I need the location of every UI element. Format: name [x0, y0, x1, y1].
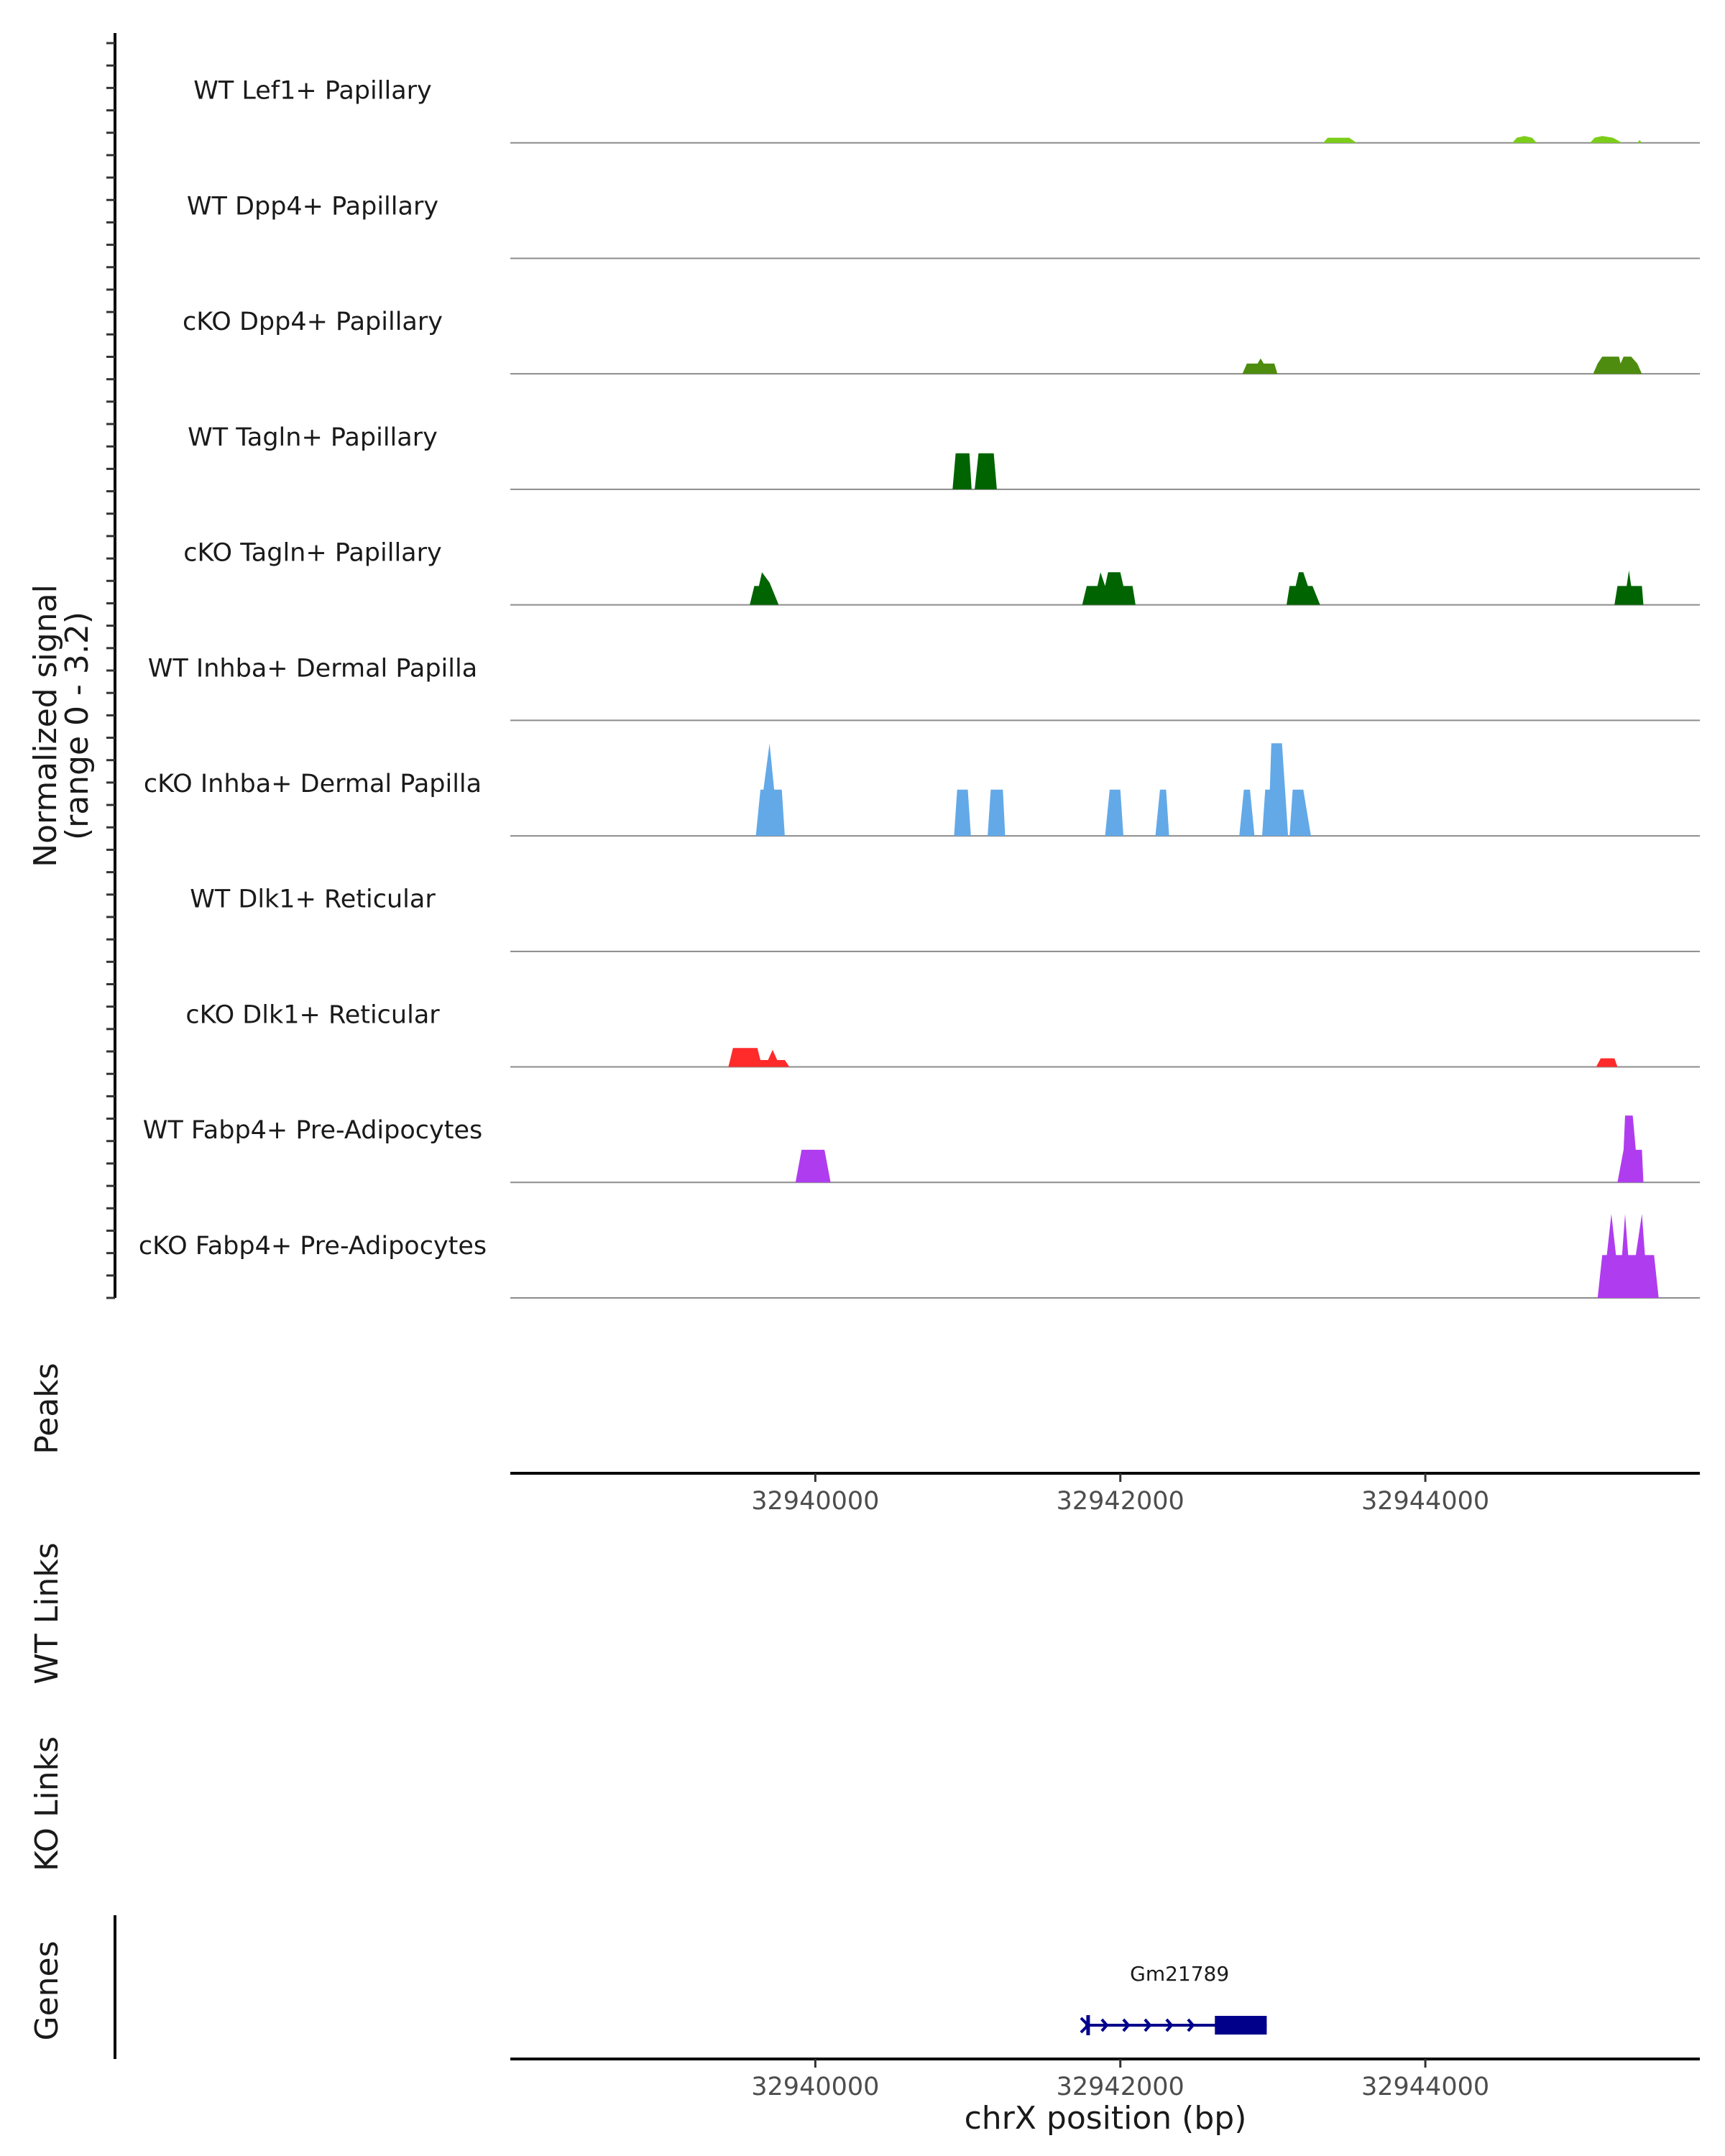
track-label: WT Tagln+ Papillary	[188, 423, 438, 452]
track-label: cKO Dlk1+ Reticular	[185, 1000, 440, 1029]
track-cko-fabp4-pre-adipocytes: cKO Fabp4+ Pre-Adipocytes	[139, 1214, 1700, 1299]
track-label: WT Lef1+ Papillary	[193, 77, 432, 106]
coverage-tracks: WT Lef1+ Papillary WT Dpp4+ Papillary cKO …	[139, 77, 1700, 1299]
gene-strand-chevron	[1122, 2018, 1131, 2032]
y-axis-title-text: Normalized signal	[27, 584, 64, 867]
coverage-area	[952, 453, 997, 489]
track-label: cKO Fabp4+ Pre-Adipocytes	[139, 1232, 487, 1261]
track-wt-tagln-papillary: WT Tagln+ Papillary	[188, 423, 1700, 490]
genes-x-axis: 32940000 32942000 32944000	[510, 2058, 1700, 2101]
track-label: WT Fabp4+ Pre-Adipocytes	[143, 1116, 482, 1145]
track-cko-dpp4-papillary: cKO Dpp4+ Papillary	[183, 308, 1700, 375]
gene-strand-chevron	[1100, 2018, 1109, 2032]
genes-panel: Genes Gm21789	[29, 1915, 1267, 2059]
track-cko-inhba-dermal-papilla: cKO Inhba+ Dermal Papilla	[144, 743, 1700, 837]
x-axis-tick-label: 32944000	[1361, 2073, 1489, 2101]
gene-strand-chevron	[1144, 2018, 1152, 2032]
track-label: WT Dlk1+ Reticular	[190, 885, 436, 914]
x-axis-tick-label: 32940000	[751, 2073, 879, 2101]
gene-name-label: Gm21789	[1130, 1962, 1229, 1986]
track-wt-lef1-papillary: WT Lef1+ Papillary	[193, 77, 1700, 144]
track-wt-dpp4-papillary: WT Dpp4+ Papillary	[187, 192, 1700, 259]
x-axis-tick-label: 32940000	[751, 1487, 879, 1516]
signal-y-axis	[106, 33, 116, 1299]
track-label: cKO Inhba+ Dermal Papilla	[144, 770, 482, 798]
gene-start-arrow	[1080, 2017, 1090, 2034]
panel-title-wt-links: WT Links	[29, 1542, 65, 1684]
coverage-area	[1597, 1214, 1659, 1298]
panel-title-genes: Genes	[29, 1940, 65, 2040]
gene-strand-chevron	[1187, 2018, 1195, 2032]
y-axis-title: Normalized signal (range 0 - 3.2)	[27, 584, 96, 867]
track-label: cKO Dpp4+ Papillary	[183, 308, 443, 336]
coverage-area	[1242, 356, 1642, 374]
track-wt-dlk1-reticular: WT Dlk1+ Reticular	[190, 885, 1700, 952]
track-label: WT Inhba+ Dermal Papilla	[148, 654, 477, 683]
gene-exon-box	[1215, 2016, 1267, 2035]
track-cko-tagln-papillary: cKO Tagln+ Papillary	[183, 539, 1700, 606]
coverage-area	[1105, 136, 1642, 143]
peaks-x-axis: 32940000 32942000 32944000	[510, 1472, 1700, 1516]
x-axis-tick-label: 32944000	[1361, 1487, 1489, 1516]
x-axis-tick-label: 32942000	[1057, 1487, 1184, 1516]
x-axis-title: chrX position (bp)	[965, 2100, 1247, 2137]
track-label: cKO Tagln+ Papillary	[183, 539, 442, 568]
x-axis-tick-label: 32942000	[1057, 2073, 1184, 2101]
coverage-area	[755, 743, 1311, 837]
track-cko-dlk1-reticular: cKO Dlk1+ Reticular	[185, 1000, 1700, 1068]
coverage-area	[795, 1115, 1644, 1183]
coverage-area	[750, 570, 1644, 605]
track-label: WT Dpp4+ Papillary	[187, 192, 438, 221]
panel-title-peaks: Peaks	[29, 1363, 65, 1454]
track-wt-fabp4-pre-adipocytes: WT Fabp4+ Pre-Adipocytes	[143, 1115, 1700, 1184]
side-panels: Peaks WT Links KO Links	[29, 1363, 65, 1871]
coverage-area	[728, 1048, 1618, 1067]
gene-strand-chevron	[1165, 2018, 1174, 2032]
y-axis-range-text: (range 0 - 3.2)	[59, 612, 96, 840]
track-wt-inhba-dermal-papilla: WT Inhba+ Dermal Papilla	[148, 654, 1700, 722]
gene-gm21789: Gm21789	[1080, 1962, 1267, 2035]
panel-title-ko-links: KO Links	[29, 1736, 65, 1871]
